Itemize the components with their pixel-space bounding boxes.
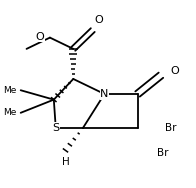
Text: Me: Me <box>4 108 17 117</box>
Text: S: S <box>52 123 59 133</box>
Text: H: H <box>62 157 69 167</box>
Text: Br: Br <box>165 123 176 133</box>
Text: Me: Me <box>4 86 17 95</box>
Text: O: O <box>171 65 179 76</box>
Text: N: N <box>100 89 109 99</box>
Text: Br: Br <box>157 148 169 158</box>
Text: O: O <box>94 15 103 25</box>
Text: O: O <box>35 32 44 42</box>
